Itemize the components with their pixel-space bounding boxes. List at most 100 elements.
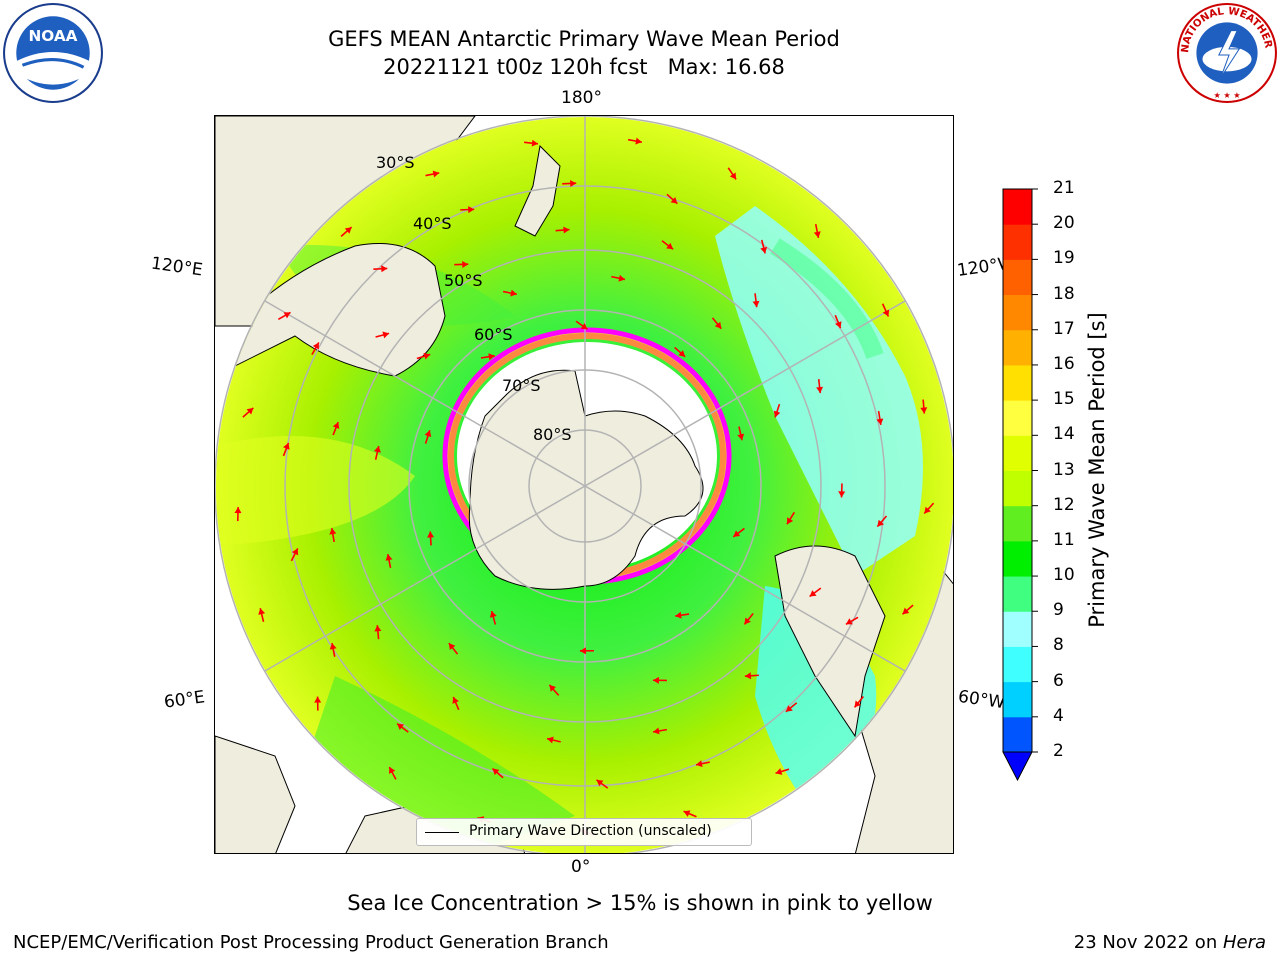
colorbar-segment — [1003, 364, 1032, 401]
wave-direction-arrow — [786, 511, 796, 525]
colorbar-segment — [1003, 540, 1032, 577]
wave-direction-arrow — [596, 779, 609, 789]
wave-direction-arrow — [502, 289, 517, 297]
colorbar-tick-label: 2 — [1053, 741, 1064, 761]
colorbar-tick-label: 13 — [1053, 459, 1075, 480]
wave-direction-arrow — [454, 260, 469, 268]
wave-direction-arrow — [611, 274, 626, 282]
lat-label-80s: 80°S — [533, 425, 572, 444]
colorbar-segment — [1003, 716, 1032, 753]
colorbar-segment — [1003, 681, 1032, 718]
wave-direction-arrow — [234, 507, 242, 522]
colorbar-label: Primary Wave Mean Period [s] — [1085, 312, 1109, 628]
wave-direction-arrow — [329, 642, 337, 657]
wave-direction-arrow — [314, 696, 322, 711]
wave-direction-arrow — [575, 320, 588, 330]
wave-direction-arrow — [425, 170, 440, 178]
wave-direction-arrow — [838, 483, 846, 498]
colorbar-tick-label: 21 — [1053, 178, 1075, 198]
wave-direction-arrow — [282, 442, 290, 457]
wave-direction-arrow — [785, 702, 798, 713]
wave-direction-arrow — [674, 346, 686, 358]
wave-direction-arrow — [683, 810, 697, 818]
wave-direction-arrow — [489, 610, 497, 625]
map-panel — [214, 115, 954, 854]
colorbar-tick-label: 15 — [1053, 389, 1075, 410]
colorbar-tick-label: 6 — [1053, 670, 1064, 691]
footer-machine: Hera — [1222, 932, 1266, 953]
lon-label-120e: 120°E — [149, 253, 204, 281]
wave-direction-arrow — [773, 403, 781, 418]
colorbar-segment — [1003, 329, 1032, 366]
wave-direction-arrow — [448, 642, 459, 655]
lon-label-60w: 60°W — [956, 686, 1007, 714]
map-legend: Primary Wave Direction (unscaled) — [416, 818, 752, 846]
wave-direction-arrow — [373, 445, 381, 460]
wave-direction-arrow — [775, 768, 790, 775]
colorbar-tick-label: 11 — [1053, 529, 1075, 550]
colorbar-segments — [1003, 189, 1032, 753]
wave-direction-arrow — [809, 587, 822, 598]
wave-direction-arrow — [813, 223, 821, 239]
wave-direction-arrow — [652, 676, 667, 684]
wave-direction-arrow — [711, 317, 722, 330]
svg-text:★ ★ ★: ★ ★ ★ — [1213, 90, 1240, 100]
wave-direction-arrow — [579, 647, 594, 655]
wave-direction-arrow — [876, 515, 888, 528]
wave-direction-arrow — [627, 137, 643, 145]
colorbar-tick-label: 12 — [1053, 494, 1075, 515]
colorbar — [1002, 188, 1038, 782]
wave-direction-arrow — [546, 736, 561, 744]
sea-ice-caption: Sea Ice Concentration > 15% is shown in … — [347, 891, 933, 915]
wave-direction-arrow — [524, 139, 539, 147]
colorbar-tick-label: 18 — [1053, 283, 1075, 304]
wave-direction-arrow — [752, 293, 760, 308]
wave-direction-arrow — [242, 407, 254, 418]
wave-direction-arrow — [876, 410, 884, 426]
footer-date: 23 Nov 2022 on Hera — [1074, 932, 1266, 953]
footer-credit: NCEP/EMC/Verification Post Processing Pr… — [13, 932, 609, 953]
wave-direction-arrow — [562, 179, 577, 187]
wave-direction-arrow — [290, 548, 299, 562]
lat-label-30s: 30°S — [376, 153, 415, 172]
wave-direction-arrow — [652, 727, 667, 735]
colorbar-tick-label: 16 — [1053, 353, 1075, 374]
lon-label-0: 0° — [571, 857, 591, 877]
wave-direction-arrow — [555, 226, 570, 234]
wave-direction-arrow — [732, 527, 745, 538]
noaa-logo-text: NOAA — [28, 27, 77, 45]
wave-direction-arrow — [548, 684, 560, 696]
wave-direction-arrow — [881, 303, 890, 317]
colorbar-tick-label: 19 — [1053, 248, 1075, 269]
wave-direction-arrow — [427, 531, 435, 546]
lat-label-60s: 60°S — [474, 325, 513, 344]
colorbar-segment — [1003, 189, 1032, 225]
wave-direction-arrow — [853, 695, 864, 708]
wave-direction-arrow — [675, 611, 690, 619]
wave-direction-arrow — [374, 625, 382, 640]
colorbar-segment — [1003, 611, 1032, 647]
wave-direction-arrow — [329, 528, 337, 543]
wave-direction-arrow — [661, 240, 674, 250]
wave-direction-arrow — [424, 429, 432, 444]
wave-direction-arrow — [375, 331, 390, 339]
colorbar-segment — [1003, 259, 1032, 296]
wave-direction-arrow — [480, 353, 495, 361]
wave-direction-arrow — [396, 722, 409, 733]
lat-label-70s: 70°S — [502, 376, 541, 395]
wave-direction-arrow — [388, 766, 397, 780]
colorbar-tick-label: 4 — [1053, 705, 1064, 726]
wave-direction-arrow — [277, 311, 291, 321]
noaa-logo-icon: NOAA — [3, 3, 103, 103]
colorbar-segment — [1003, 294, 1032, 331]
colorbar-segment — [1003, 224, 1032, 260]
legend-line-sample — [425, 832, 459, 833]
colorbar-tick-label: 14 — [1053, 424, 1075, 445]
colorbar-segment — [1003, 576, 1032, 612]
map-title: GEFS MEAN Antarctic Primary Wave Mean Pe… — [328, 27, 840, 51]
colorbar-segment — [1003, 646, 1032, 683]
polar-map — [215, 116, 953, 853]
wave-direction-arrow — [744, 672, 759, 680]
lon-label-180: 180° — [561, 88, 602, 108]
wave-direction-arrow — [923, 502, 935, 515]
